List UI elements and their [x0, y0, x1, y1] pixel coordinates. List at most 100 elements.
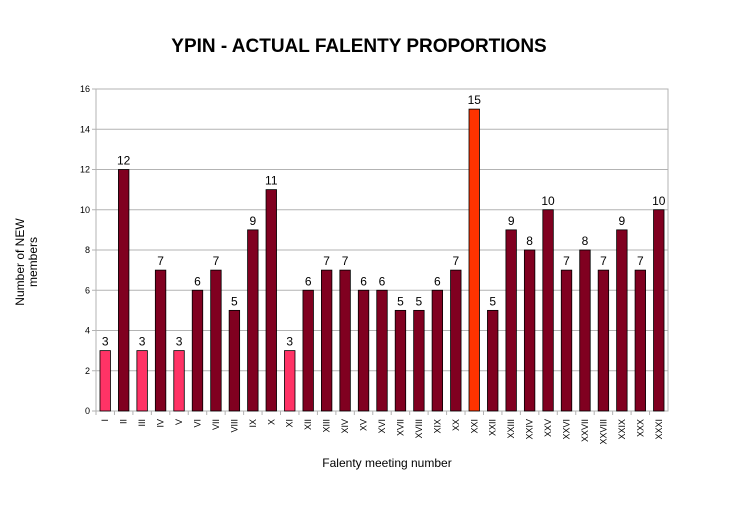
bar: [154, 269, 167, 412]
y-tick-label: 14: [80, 124, 90, 134]
y-tick-label: 10: [80, 205, 90, 215]
x-tick-label: XXVIII: [598, 419, 608, 445]
bar: [302, 289, 314, 412]
bar: [191, 289, 204, 412]
bar: [228, 309, 241, 412]
data-label: 3: [176, 335, 183, 349]
x-tick-label: XXII: [488, 419, 498, 436]
x-tick-label: I: [100, 419, 110, 422]
x-tick-label: XXXI: [654, 419, 664, 440]
data-label: 10: [652, 194, 666, 208]
y-tick-label: 4: [85, 326, 90, 336]
data-label: 7: [563, 254, 570, 268]
x-tick-label: IX: [248, 419, 258, 428]
data-label: 15: [468, 93, 482, 107]
bar: [431, 289, 444, 412]
x-tick-label: XI: [285, 419, 295, 428]
x-tick-label: X: [266, 419, 276, 425]
data-label: 10: [541, 194, 555, 208]
bar: [653, 209, 665, 412]
bar: [634, 269, 646, 412]
data-label: 7: [342, 254, 349, 268]
data-label: 8: [582, 234, 589, 248]
data-label: 6: [194, 274, 201, 288]
data-label: 5: [489, 294, 496, 308]
x-tick-label: XXVI: [562, 419, 572, 440]
data-label: 6: [360, 274, 367, 288]
bar: [118, 169, 130, 412]
x-tick-label: II: [119, 419, 129, 424]
bar: [616, 229, 628, 412]
bar: [579, 249, 591, 412]
data-label: 12: [117, 154, 131, 168]
data-label: 8: [526, 234, 533, 248]
data-label: 6: [305, 274, 312, 288]
y-tick-label: 8: [85, 245, 90, 255]
x-tick-label: IV: [156, 419, 166, 428]
bar: [357, 289, 370, 412]
bars: [99, 108, 665, 412]
x-tick-label: XIII: [322, 419, 332, 433]
data-label: 3: [286, 335, 293, 349]
y-tick-label: 12: [80, 165, 90, 175]
data-label: 9: [508, 214, 515, 228]
bar: [413, 309, 425, 412]
bar: [505, 229, 517, 412]
bar: [339, 269, 351, 412]
bar: [136, 350, 148, 412]
data-label: 7: [637, 254, 644, 268]
bar: [468, 108, 480, 412]
bar: [320, 269, 333, 412]
x-tick-label: XX: [451, 419, 461, 431]
data-label: 9: [619, 214, 626, 228]
x-tick-label: V: [174, 419, 184, 425]
bar: [247, 229, 259, 412]
x-axis-label: Falenty meeting number: [322, 456, 452, 470]
bar: [376, 289, 388, 412]
data-label: 11: [265, 174, 278, 188]
data-label: 7: [323, 254, 330, 268]
y-tick-label: 0: [85, 406, 90, 416]
x-tick-label: XXIX: [617, 419, 627, 440]
data-label: 7: [213, 254, 220, 268]
x-tick-label: XXVII: [580, 419, 590, 442]
data-label: 3: [102, 335, 109, 349]
data-label: 7: [600, 254, 607, 268]
x-tick-label: XVII: [395, 419, 405, 436]
data-label: 3: [139, 335, 146, 349]
data-label: 7: [452, 254, 459, 268]
x-tick-label: VII: [211, 419, 221, 430]
bar: [265, 189, 277, 412]
x-tick-label: XV: [359, 419, 369, 431]
x-tick-label: XVIII: [414, 419, 424, 439]
x-tick-label: VIII: [229, 419, 239, 433]
x-tick-label: XXI: [469, 419, 479, 434]
bar: [394, 309, 407, 412]
bar: [542, 209, 554, 412]
chart-title: YPIN - ACTUAL FALENTY PROPORTIONS: [171, 36, 547, 57]
x-tick-label: III: [137, 419, 147, 427]
x-tick-label: VI: [192, 419, 202, 428]
bar: [450, 269, 462, 412]
bar: [523, 249, 536, 412]
x-tick-label: XII: [303, 419, 313, 430]
data-label: 5: [416, 294, 423, 308]
bar: [560, 269, 573, 412]
bar: [284, 350, 296, 412]
bar: [173, 350, 185, 412]
bar: [99, 350, 111, 412]
data-label: 9: [249, 214, 256, 228]
y-tick-label: 6: [85, 285, 90, 295]
data-label: 6: [379, 274, 386, 288]
data-label: 7: [157, 254, 164, 268]
bar: [597, 269, 610, 412]
x-tick-label: XVI: [377, 419, 387, 434]
data-label: 6: [434, 274, 441, 288]
data-label: 5: [397, 294, 404, 308]
x-tick-label: XXX: [635, 419, 645, 437]
y-tick-label: 16: [80, 84, 90, 94]
bar: [210, 269, 222, 412]
